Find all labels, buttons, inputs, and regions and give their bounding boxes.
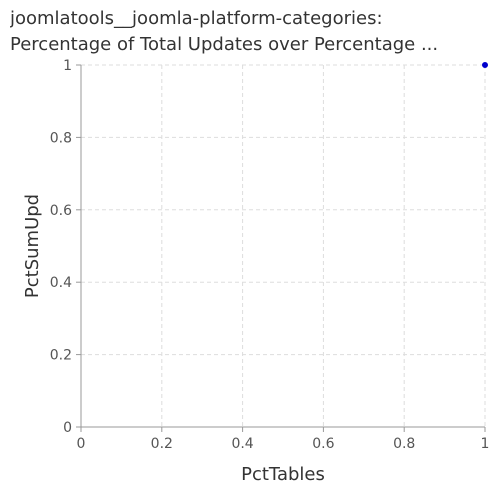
x-tick-label: 0.6 <box>312 436 334 452</box>
grid-layer <box>81 64 486 427</box>
chart-title-line-1: joomlatools__joomla-platform-categories: <box>10 8 383 29</box>
chart-title: joomlatools__joomla-platform-categories:… <box>10 6 495 58</box>
chart-title-line-2: Percentage of Total Updates over Percent… <box>10 34 439 55</box>
y-tick-label: 0.2 <box>50 348 72 364</box>
y-tick-label: 0 <box>63 420 72 436</box>
y-tick-label: 1 <box>63 58 72 74</box>
y-tick-label: 0.6 <box>50 203 72 219</box>
x-tick-label: 0.2 <box>151 436 173 452</box>
x-tick-label: 0 <box>77 436 86 452</box>
x-tick-label: 0.4 <box>231 436 253 452</box>
y-tick-label: 0.8 <box>50 130 72 146</box>
y-tick-label: 0.4 <box>50 275 72 291</box>
x-tick-label: 0.8 <box>393 436 415 452</box>
data-point <box>482 62 488 68</box>
x-axis-label: PctTables <box>241 464 325 485</box>
axis-layer <box>76 64 486 432</box>
data-point-layer <box>482 62 488 68</box>
x-tick-label: 1 <box>481 436 490 452</box>
tick-label-layer: 0 0.2 0.4 0.6 0.8 1 0 0.2 0.4 0.6 0.8 1 <box>50 58 490 452</box>
y-axis-label: PctSumUpd <box>22 194 43 298</box>
